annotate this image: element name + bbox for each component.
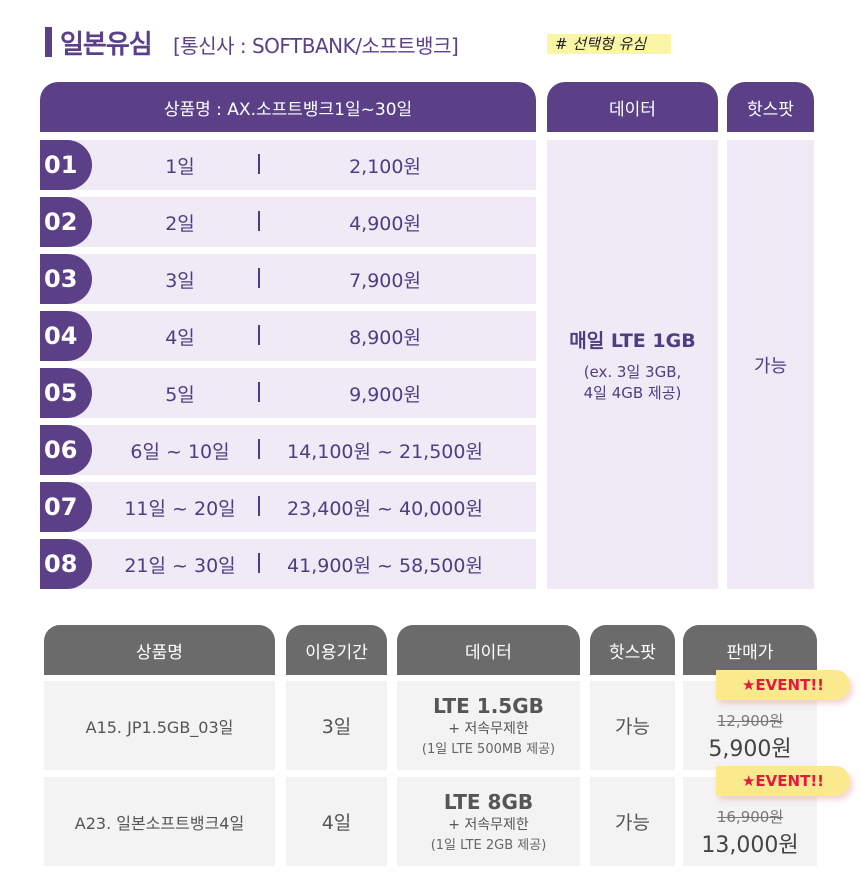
- row-separator: [258, 553, 260, 573]
- row-number-badge: 08: [40, 539, 92, 589]
- data-sub: + 저속무제한: [448, 817, 529, 833]
- row-separator: [258, 496, 260, 516]
- sale-price: 5,900원: [708, 737, 792, 762]
- row-number-badge: 03: [40, 254, 92, 304]
- row-price: 7,900원: [349, 269, 421, 292]
- row-separator: [258, 325, 260, 345]
- row-number-badge: 01: [40, 140, 92, 190]
- row-days: 5일: [165, 383, 195, 406]
- header-hotspot: 핫스팟: [727, 82, 814, 132]
- bottom-header-hotspot: 핫스팟: [590, 625, 675, 675]
- selectable-sim-tag: # 선택형 유심: [547, 34, 671, 54]
- sale-price: 13,000원: [701, 833, 799, 858]
- row-separator: [258, 439, 260, 459]
- page-title: 일본유심: [60, 30, 153, 60]
- bottom-header-price: 판매가: [683, 625, 817, 675]
- row-separator: [258, 382, 260, 402]
- event-badge: ★EVENT!!: [716, 766, 850, 796]
- bottom-row-name: A15. JP1.5GB_03일: [44, 681, 275, 770]
- row-separator: [258, 211, 260, 231]
- plan-row: 03 3일 7,900원: [40, 254, 536, 304]
- row-number-badge: 05: [40, 368, 92, 418]
- row-days: 4일: [165, 326, 195, 349]
- row-price: 4,900원: [349, 212, 421, 235]
- header-data: 데이터: [547, 82, 718, 132]
- data-cell: 매일 LTE 1GB (ex. 3일 3GB, 4일 4GB 제공): [547, 140, 718, 589]
- bottom-header-data: 데이터: [397, 625, 580, 675]
- row-number-badge: 02: [40, 197, 92, 247]
- bottom-header-period: 이용기간: [286, 625, 387, 675]
- row-price: 8,900원: [349, 326, 421, 349]
- row-days: 2일: [165, 212, 195, 235]
- bottom-row-period: 3일: [286, 681, 387, 770]
- plan-row: 04 4일 8,900원: [40, 311, 536, 361]
- row-price: 2,100원: [349, 155, 421, 178]
- row-days: 21일 ~ 30일: [124, 554, 236, 577]
- bottom-row-data: LTE 1.5GB + 저속무제한 (1일 LTE 500MB 제공): [397, 681, 580, 770]
- data-note: (1일 LTE 2GB 제공): [430, 838, 547, 853]
- data-note-1: (ex. 3일 3GB,: [583, 363, 682, 381]
- plan-row: 01 1일 2,100원: [40, 140, 536, 190]
- data-amount: LTE 1.5GB: [433, 694, 544, 718]
- title-accent-bar: [45, 27, 52, 57]
- row-days: 11일 ~ 20일: [124, 497, 236, 520]
- event-badge: ★EVENT!!: [716, 670, 850, 700]
- plan-row: 02 2일 4,900원: [40, 197, 536, 247]
- bottom-row-hotspot: 가능: [590, 681, 675, 770]
- header-product: 상품명 : AX.소프트뱅크1일~30일: [40, 82, 536, 132]
- row-number-badge: 04: [40, 311, 92, 361]
- row-separator: [258, 268, 260, 288]
- hotspot-cell: 가능: [727, 140, 814, 589]
- row-price: 23,400원 ~ 40,000원: [287, 497, 483, 520]
- plan-row: 06 6일 ~ 10일 14,100원 ~ 21,500원: [40, 425, 536, 475]
- row-price: 41,900원 ~ 58,500원: [287, 554, 483, 577]
- row-number-badge: 07: [40, 482, 92, 532]
- bottom-header-name: 상품명: [44, 625, 275, 675]
- row-days: 6일 ~ 10일: [130, 440, 230, 463]
- row-number-badge: 06: [40, 425, 92, 475]
- data-main: 매일 LTE 1GB: [569, 330, 696, 352]
- row-price: 9,900원: [349, 383, 421, 406]
- plan-row: 05 5일 9,900원: [40, 368, 536, 418]
- bottom-row-data: LTE 8GB + 저속무제한 (1일 LTE 2GB 제공): [397, 777, 580, 866]
- original-price: 12,900원: [716, 712, 784, 730]
- row-price: 14,100원 ~ 21,500원: [287, 440, 483, 463]
- data-amount: LTE 8GB: [443, 790, 534, 814]
- row-days: 1일: [165, 155, 195, 178]
- original-price: 16,900원: [716, 808, 784, 826]
- bottom-row-hotspot: 가능: [590, 777, 675, 866]
- bottom-row-period: 4일: [286, 777, 387, 866]
- plan-row: 08 21일 ~ 30일 41,900원 ~ 58,500원: [40, 539, 536, 589]
- plan-row: 07 11일 ~ 20일 23,400원 ~ 40,000원: [40, 482, 536, 532]
- data-note-2: 4일 4GB 제공): [583, 384, 682, 402]
- data-note: (1일 LTE 500MB 제공): [421, 742, 556, 757]
- carrier-subtitle: [통신사 : SOFTBANK/소프트뱅크]: [173, 34, 459, 58]
- bottom-row-name: A23. 일본소프트뱅크4일: [44, 777, 275, 866]
- row-separator: [258, 154, 260, 174]
- data-sub: + 저속무제한: [448, 721, 529, 737]
- row-days: 3일: [165, 269, 195, 292]
